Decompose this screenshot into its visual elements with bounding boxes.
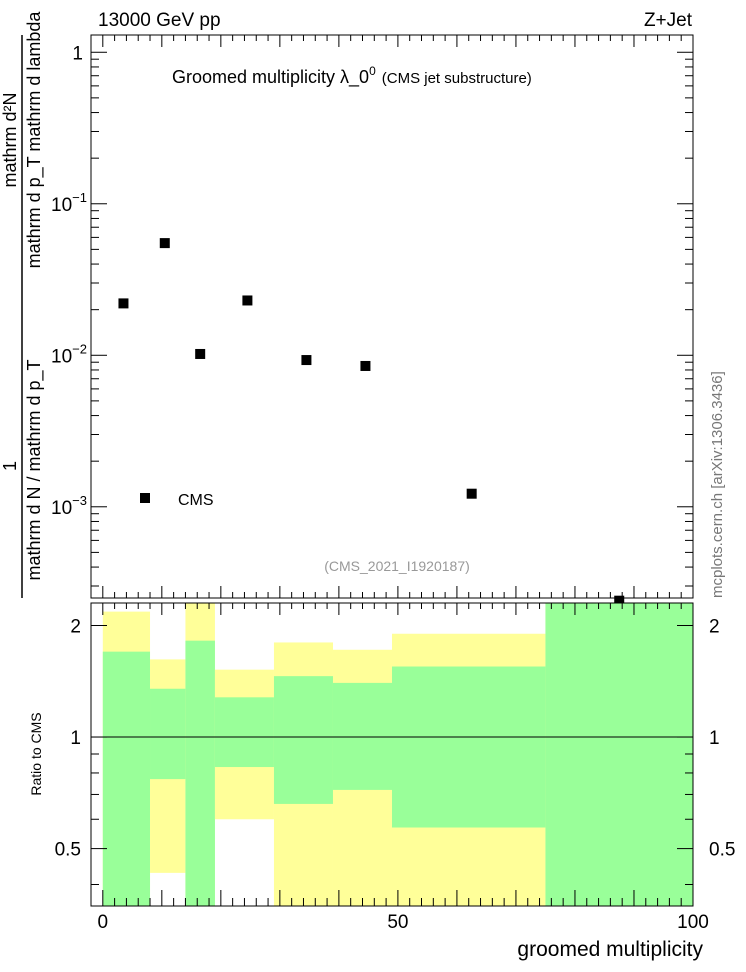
ratio-y-tick-label-right: 1	[709, 728, 720, 749]
main-y-tick-label: 10−2	[51, 341, 87, 367]
y-label-denominator: mathrm d p_T mathrm d lambda	[24, 11, 45, 269]
ratio-x-tick-labels: 0 50 100	[98, 912, 709, 933]
cms-data-point	[118, 298, 129, 309]
main-y-tick-label: 10−1	[51, 190, 87, 216]
ratio-band-green	[332, 682, 392, 790]
main-title-sup: 0	[369, 64, 376, 78]
header-left: 13000 GeV pp	[98, 10, 221, 31]
y-label-numerator: mathrm d²N	[0, 92, 20, 187]
main-plot-frame	[90, 34, 694, 599]
ratio-y-axis-label: Ratio to CMS	[28, 712, 44, 795]
cms-data-point	[195, 348, 206, 359]
main-title: Groomed multiplicity λ_00 (CMS jet substr…	[172, 64, 532, 88]
cms-data-point	[242, 295, 253, 306]
x-tick-label: 50	[387, 912, 408, 933]
x-axis-label: groomed multiplicity	[517, 938, 703, 961]
ratio-band-green	[392, 666, 546, 828]
ratio-y-tick-label-left: 1	[70, 728, 81, 749]
y-label-one: 1	[0, 461, 20, 471]
main-y-tick-labels: 1 10−1 10−2 10−3	[51, 43, 87, 519]
header-right: Z+Jet	[644, 10, 693, 31]
cms-data-point	[159, 238, 170, 249]
x-tick-label: 0	[98, 912, 109, 933]
ratio-band-green	[545, 603, 693, 906]
side-label: mcplots.cern.ch [arXiv:1306.3436]	[709, 371, 726, 598]
legend-marker	[140, 493, 150, 503]
main-ticks	[91, 35, 694, 598]
cms-data-point	[360, 360, 371, 371]
main-data-points	[118, 238, 625, 606]
legend-entry: CMS	[178, 492, 214, 509]
ratio-ticks	[91, 603, 694, 906]
ratio-band-green	[150, 688, 186, 780]
ratio-y-tick-label-left: 0.5	[55, 840, 81, 861]
main-y-tick-label: 10−3	[51, 493, 87, 519]
ratio-band-green	[273, 676, 333, 804]
ratio-y-tick-label-right: 2	[709, 616, 720, 637]
cms-data-point	[301, 355, 312, 366]
main-y-axis-label: 1 mathrm d N / mathrm d p_T mathrm d²N m…	[0, 11, 45, 598]
main-title-suffix: (CMS jet substructure)	[382, 70, 532, 87]
y-label-left-denominator: mathrm d N / mathrm d p_T	[24, 359, 45, 580]
analysis-watermark: (CMS_2021_I1920187)	[324, 558, 470, 574]
ratio-bands	[102, 603, 693, 906]
ratio-band-green	[185, 640, 215, 906]
cms-data-point	[466, 488, 477, 499]
ratio-band-green	[214, 697, 274, 768]
cms-data-point	[614, 595, 625, 606]
main-title-text: Groomed multiplicity λ_0	[172, 67, 369, 88]
ratio-band-green	[102, 651, 151, 906]
ratio-y-tick-label-right: 0.5	[709, 840, 735, 861]
main-y-tick-label: 1	[72, 43, 83, 64]
ratio-y-tick-labels: 0.5 0.5 1 1 2 2	[55, 616, 736, 860]
x-tick-label: 100	[677, 912, 709, 933]
ratio-y-tick-label-left: 2	[70, 616, 81, 637]
